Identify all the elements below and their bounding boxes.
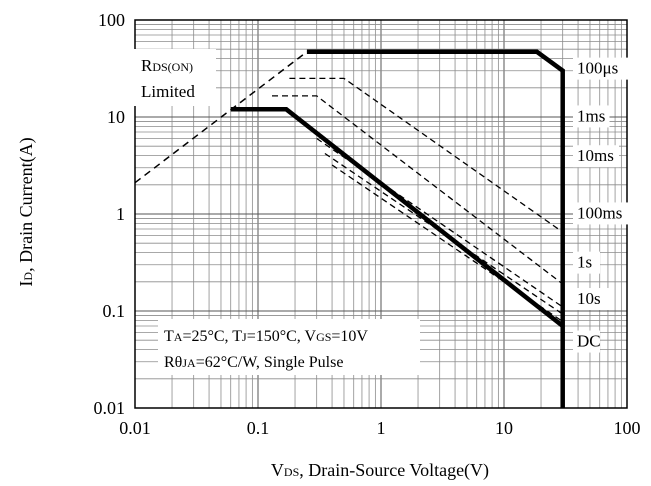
curve-label-bg — [573, 330, 600, 353]
curve-label-bg — [573, 145, 619, 168]
x-tick-label: 10 — [495, 418, 513, 438]
curve-labels: 100μs 1ms 10ms 100ms 1s 10s DC — [573, 57, 629, 353]
y-axis-title: ID, Drain Current(A) — [16, 137, 37, 286]
rds-on-label: RDS(ON) Limited — [134, 49, 216, 106]
curve-DC — [230, 107, 565, 328]
curve-10ms — [272, 95, 564, 285]
conditions-line2: RθJA=62°C/W, Single Pulse — [164, 354, 343, 371]
curve-label: 100ms — [577, 203, 622, 222]
rds-on-limit-line — [134, 51, 308, 184]
x-axis-title: VDS, Drain-Source Voltage(V) — [271, 460, 489, 481]
x-tick-label: 0.1 — [247, 418, 270, 438]
curve-100s — [306, 49, 565, 408]
curve-1ms — [289, 77, 564, 233]
conditions-note: TA=25°C, TJ=150°C, VGS=10V RθJA=62°C/W, … — [158, 319, 420, 375]
curve-label: 1s — [577, 253, 592, 272]
curve-label: 10ms — [577, 146, 614, 165]
curves — [134, 49, 565, 408]
curve-label-bg — [573, 202, 629, 225]
conditions-line1: TA=25°C, TJ=150°C, VGS=10V — [164, 328, 368, 345]
curve-label-bg — [573, 105, 610, 128]
curve-label-bg — [573, 251, 600, 274]
curve-label: 1ms — [577, 106, 605, 125]
curve-label-bg — [573, 288, 610, 311]
curve-label: DC — [577, 332, 601, 351]
y-tick-label: 100 — [98, 10, 125, 30]
y-tick-label: 0.1 — [103, 301, 126, 321]
x-tick-label: 1 — [377, 418, 386, 438]
y-tick-label: 1 — [116, 204, 125, 224]
curve-label: 10s — [577, 289, 601, 308]
x-tick-label: 0.01 — [119, 418, 151, 438]
y-tick-label: 0.01 — [94, 398, 126, 418]
x-tick-label: 100 — [614, 418, 641, 438]
tick-labels: 0.01 0.1 1 10 100 0.01 0.1 1 10 100 — [94, 10, 641, 438]
curve-label-bg — [573, 57, 629, 80]
rds-on-label-line1: RDS(ON) — [141, 56, 193, 75]
rds-on-label-line2: Limited — [141, 82, 195, 101]
curve-label: 100μs — [577, 59, 618, 78]
y-tick-label: 10 — [107, 107, 125, 127]
